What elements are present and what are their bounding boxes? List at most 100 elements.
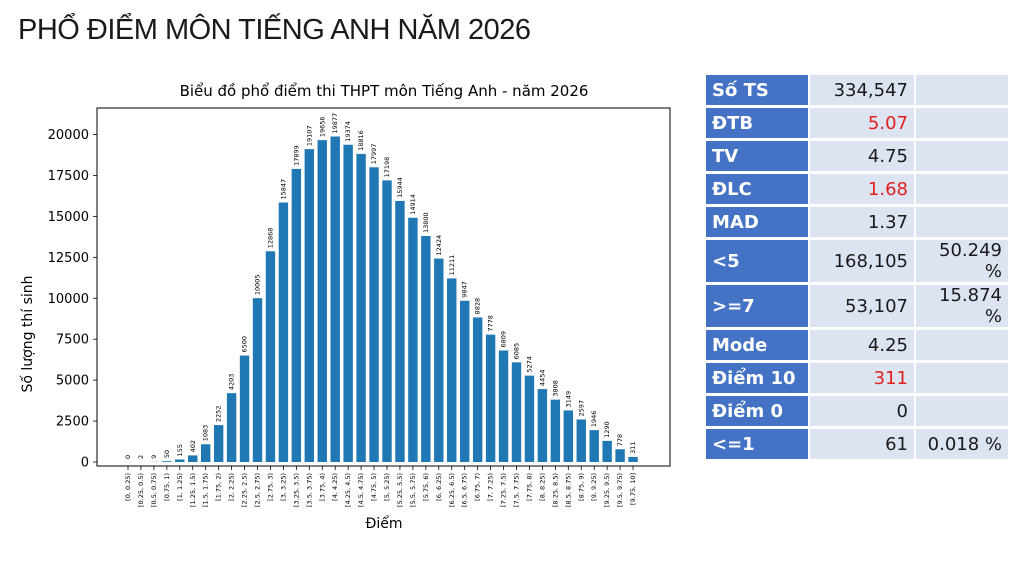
bar [162, 461, 172, 462]
x-tick-label: [9.5, 9.75) [616, 473, 624, 507]
stat-value: 53,107 [810, 285, 914, 327]
stat-row: TV 4.75 [706, 141, 1008, 171]
bar-value-label: 12868 [266, 228, 274, 249]
bar-value-label: 15847 [279, 179, 287, 200]
stat-value: 5.07 [810, 108, 914, 138]
stat-value: 334,547 [810, 75, 914, 105]
x-tick-label: [2.75, 3) [266, 473, 274, 501]
x-tick-label: [4, 4.25) [331, 473, 339, 501]
y-tick-label: 15000 [48, 210, 89, 225]
stat-label: ĐTB [706, 108, 808, 138]
chart-title: Biểu đồ phổ điểm thi THPT môn Tiếng Anh … [180, 82, 589, 100]
stat-label: Điểm 0 [706, 396, 808, 426]
bar [291, 168, 302, 462]
stat-percent: 15.874 % [916, 285, 1008, 327]
x-tick-label: [5, 5.25) [383, 473, 391, 501]
bar [252, 298, 263, 462]
bar [201, 444, 211, 462]
bar [537, 389, 548, 462]
stat-percent [916, 108, 1008, 138]
bar-value-label: 1946 [590, 411, 598, 428]
bar-value-label: 19656 [318, 116, 326, 137]
x-tick-label: [4.5, 4.75) [357, 473, 365, 507]
stat-label: ĐLC [706, 174, 808, 204]
y-axis-ticks: 0 2500 5000 7500 10000 12500 15000 17500 20000 [48, 128, 97, 471]
stat-label: <5 [706, 240, 808, 282]
bar [628, 456, 638, 462]
bar [239, 355, 250, 462]
x-tick-label: [4.75, 5) [370, 473, 378, 501]
stat-row: >=7 53,107 15.874 % [706, 285, 1008, 327]
x-tick-label: [9.75, 10] [629, 473, 637, 505]
bar-value-label: 8828 [474, 298, 482, 315]
x-tick-label: [7.75, 8) [525, 473, 533, 501]
bar [369, 167, 379, 463]
y-tick-label: 10000 [48, 292, 89, 307]
stat-label: Số TS [706, 75, 808, 105]
bar [265, 251, 276, 462]
x-tick-label: [8, 8.25) [538, 473, 546, 501]
stat-value: 4.25 [810, 330, 914, 360]
bar-value-labels: 0 2 9 50 155 402 1083 2252 4203 6500 10005 12868 158… [124, 113, 637, 459]
x-tick-label: [0.75, 1) [163, 473, 171, 501]
bar-value-label: 2597 [577, 400, 585, 417]
y-tick-label: 17500 [48, 169, 89, 184]
bar [226, 393, 237, 462]
x-tick-label: [3.75, 4) [318, 473, 326, 501]
x-tick-label: [7.5, 7.75) [513, 473, 521, 507]
stat-label: >=7 [706, 285, 808, 327]
x-tick-label: [7.25, 7.5) [500, 473, 508, 507]
y-tick-label: 5000 [56, 374, 89, 389]
bar-value-label: 14914 [409, 194, 417, 215]
stat-percent [916, 396, 1008, 426]
bar [615, 449, 625, 462]
bar [382, 180, 392, 462]
stat-row: Số TS 334,547 [706, 75, 1008, 105]
stat-row: Mode 4.25 [706, 330, 1008, 360]
bar [278, 202, 289, 462]
y-tick-label: 7500 [56, 333, 89, 348]
x-tick-label: [6.5, 6.75) [461, 473, 469, 507]
chart-canvas: Biểu đồ phổ điểm thi THPT môn Tiếng Anh … [19, 82, 671, 532]
x-tick-label: [0, 0.25) [124, 473, 132, 501]
stat-row: <=1 61 0.018 % [706, 429, 1008, 459]
x-tick-label: [5.75, 6) [422, 473, 430, 501]
stat-label: Mode [706, 330, 808, 360]
bar-value-label: 4454 [538, 370, 546, 387]
x-tick-label: [6, 6.25) [435, 473, 443, 501]
x-tick-label: [2.25, 2.5) [241, 473, 249, 507]
stat-value: 61 [810, 429, 914, 459]
stat-label: MAD [706, 207, 808, 237]
y-tick-label: 0 [81, 456, 89, 471]
stat-percent [916, 174, 1008, 204]
stat-percent: 50.249 % [916, 240, 1008, 282]
plot-frame [96, 107, 671, 467]
bar-value-label: 4203 [228, 374, 236, 391]
bar [317, 140, 327, 462]
page-title: PHỔ ĐIỂM MÔN TIẾNG ANH NĂM 2026 [18, 14, 531, 46]
bar-value-label: 17899 [292, 145, 300, 166]
bar-value-label: 6085 [513, 343, 521, 360]
score-distribution-chart: Biểu đồ phổ điểm thi THPT môn Tiếng Anh … [10, 72, 682, 538]
bar-value-label: 13800 [422, 212, 430, 233]
x-tick-label: [4.25, 4.5) [344, 473, 352, 507]
bar [472, 317, 483, 462]
bar [498, 350, 509, 462]
bar [175, 459, 185, 462]
stat-value: 1.37 [810, 207, 914, 237]
bar [408, 217, 418, 462]
bar [213, 425, 224, 462]
stat-percent [916, 363, 1008, 393]
bar-value-label: 17997 [370, 144, 378, 165]
bar [304, 149, 314, 462]
bar [511, 362, 522, 462]
bar-value-label: 19107 [305, 125, 313, 146]
bar-value-label: 0 [124, 455, 132, 459]
bar [447, 278, 457, 462]
x-tick-label: [3.25, 3.5) [292, 473, 300, 507]
bar [343, 144, 353, 462]
bar [563, 410, 573, 462]
stat-label: <=1 [706, 429, 808, 459]
stat-row: <5 168,105 50.249 % [706, 240, 1008, 282]
